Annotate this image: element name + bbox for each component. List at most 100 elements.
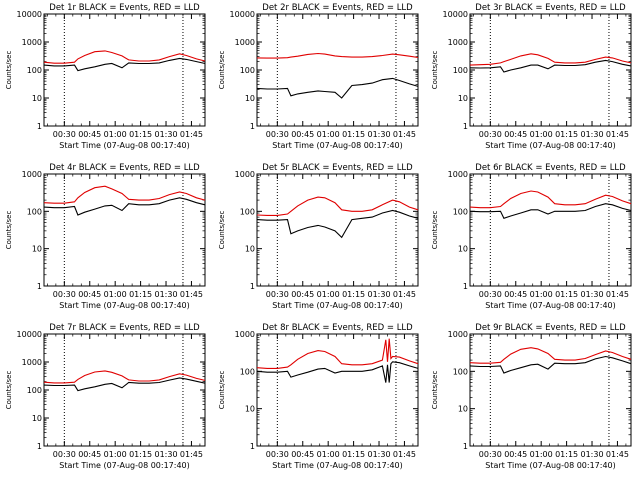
x-tick-label: 00:45 xyxy=(78,290,101,299)
series-line-lld xyxy=(43,185,206,204)
plot-frame xyxy=(469,13,632,127)
y-tick-label: 10 xyxy=(32,94,42,103)
x-tick-label: 01:00 xyxy=(530,290,553,299)
x-tick-label: 01:45 xyxy=(180,130,203,139)
y-tick-label: 100 xyxy=(453,207,468,216)
y-axis-label: Counts/sec xyxy=(218,371,226,410)
y-tick-label: 1 xyxy=(463,122,468,131)
series-line-events xyxy=(43,377,206,392)
series-line-events xyxy=(469,59,632,73)
y-axis-label: Counts/sec xyxy=(218,211,226,250)
y-tick-label: 10 xyxy=(32,245,42,254)
plot-frame xyxy=(43,173,206,287)
series-line-lld xyxy=(469,190,632,209)
x-tick-label: 01:45 xyxy=(180,450,203,459)
x-tick-label: 01:30 xyxy=(154,130,177,139)
plot-frame xyxy=(256,13,419,127)
panel-title: Det 3r BLACK = Events, RED = LLD xyxy=(475,3,626,13)
panel-title: Det 8r BLACK = Events, RED = LLD xyxy=(262,323,413,333)
y-tick-label: 10 xyxy=(245,245,255,254)
x-tick-label: 01:00 xyxy=(530,130,553,139)
x-tick-label: 01:45 xyxy=(393,130,416,139)
y-tick-label: 100 xyxy=(27,66,42,75)
panel-title: Det 7r BLACK = Events, RED = LLD xyxy=(49,323,200,333)
y-tick-label: 1 xyxy=(463,442,468,451)
series-line-events xyxy=(43,197,206,216)
x-tick-label: 00:30 xyxy=(53,290,76,299)
x-tick-label: 01:15 xyxy=(555,130,578,139)
x-tick-label: 00:45 xyxy=(504,130,527,139)
series-line-lld xyxy=(43,50,206,64)
y-tick-label: 1000 xyxy=(235,170,255,179)
x-tick-label: 01:30 xyxy=(580,290,603,299)
x-tick-label: 01:30 xyxy=(367,450,390,459)
x-tick-label: 01:15 xyxy=(342,450,365,459)
x-tick-label: 00:45 xyxy=(291,130,314,139)
panel-title: Det 6r BLACK = Events, RED = LLD xyxy=(475,163,626,173)
x-tick-label: 00:45 xyxy=(504,290,527,299)
y-tick-label: 10 xyxy=(245,405,255,414)
x-tick-label: 01:00 xyxy=(104,450,127,459)
x-axis-label: Start Time (07-Aug-08 00:17:40) xyxy=(59,301,190,310)
x-axis-label: Start Time (07-Aug-08 00:17:40) xyxy=(485,461,616,470)
series-line-events xyxy=(256,361,419,383)
x-tick-label: 00:30 xyxy=(266,450,289,459)
detector-panel-8: Det 8r BLACK = Events, RED = LLD 1 10 100 10… xyxy=(218,323,419,470)
x-tick-label: 01:15 xyxy=(129,130,152,139)
x-tick-label: 00:30 xyxy=(479,290,502,299)
y-tick-label: 1000 xyxy=(448,170,468,179)
y-tick-label: 100 xyxy=(453,66,468,75)
y-tick-label: 100 xyxy=(240,367,255,376)
y-tick-label: 1 xyxy=(250,282,255,291)
x-tick-label: 01:15 xyxy=(342,130,365,139)
x-axis-label: Start Time (07-Aug-08 00:17:40) xyxy=(272,301,403,310)
detector-panel-6: Det 6r BLACK = Events, RED = LLD 1 10 100 10… xyxy=(431,163,632,310)
y-tick-label: 1000 xyxy=(22,38,42,47)
detector-panel-3: Det 3r BLACK = Events, RED = LLD 1 10 100 10… xyxy=(431,3,632,150)
x-tick-label: 00:30 xyxy=(53,450,76,459)
y-tick-label: 1 xyxy=(250,442,255,451)
x-tick-label: 01:30 xyxy=(154,450,177,459)
x-tick-label: 00:45 xyxy=(78,450,101,459)
x-tick-label: 00:30 xyxy=(479,130,502,139)
y-tick-label: 1 xyxy=(37,122,42,131)
detector-panel-4: Det 4r BLACK = Events, RED = LLD 1 10 100 10… xyxy=(5,163,206,310)
x-tick-label: 01:45 xyxy=(180,290,203,299)
detector-panel-9: Det 9r BLACK = Events, RED = LLD 1 10 100 10… xyxy=(431,323,632,470)
x-tick-label: 01:00 xyxy=(104,290,127,299)
plot-frame xyxy=(469,173,632,287)
x-tick-label: 00:30 xyxy=(266,290,289,299)
x-tick-label: 01:30 xyxy=(580,450,603,459)
series-line-lld xyxy=(43,370,206,384)
y-tick-label: 100 xyxy=(27,386,42,395)
y-tick-label: 10 xyxy=(245,94,255,103)
panel-title: Det 5r BLACK = Events, RED = LLD xyxy=(262,163,413,173)
y-axis-label: Counts/sec xyxy=(5,371,13,410)
y-tick-label: 10000 xyxy=(230,10,255,19)
series-line-lld xyxy=(469,53,632,66)
x-tick-label: 01:00 xyxy=(530,450,553,459)
x-axis-label: Start Time (07-Aug-08 00:17:40) xyxy=(272,141,403,150)
y-tick-label: 10000 xyxy=(17,330,42,339)
x-tick-label: 00:30 xyxy=(53,130,76,139)
y-axis-label: Counts/sec xyxy=(5,51,13,90)
y-tick-label: 100 xyxy=(27,207,42,216)
x-axis-label: Start Time (07-Aug-08 00:17:40) xyxy=(272,461,403,470)
x-tick-label: 01:45 xyxy=(393,450,416,459)
y-tick-label: 1 xyxy=(37,442,42,451)
y-tick-label: 10 xyxy=(458,405,468,414)
plot-frame xyxy=(469,333,632,447)
x-tick-label: 01:00 xyxy=(317,290,340,299)
x-tick-label: 01:30 xyxy=(154,290,177,299)
x-tick-label: 00:45 xyxy=(504,450,527,459)
panel-title: Det 4r BLACK = Events, RED = LLD xyxy=(49,163,200,173)
y-tick-label: 10 xyxy=(458,94,468,103)
plot-frame xyxy=(256,173,419,287)
detector-panel-5: Det 5r BLACK = Events, RED = LLD 1 10 100 10… xyxy=(218,163,419,310)
y-tick-label: 10 xyxy=(32,414,42,423)
y-tick-label: 1000 xyxy=(448,330,468,339)
plot-frame xyxy=(43,333,206,447)
x-tick-label: 01:00 xyxy=(317,130,340,139)
series-line-events xyxy=(469,203,632,219)
